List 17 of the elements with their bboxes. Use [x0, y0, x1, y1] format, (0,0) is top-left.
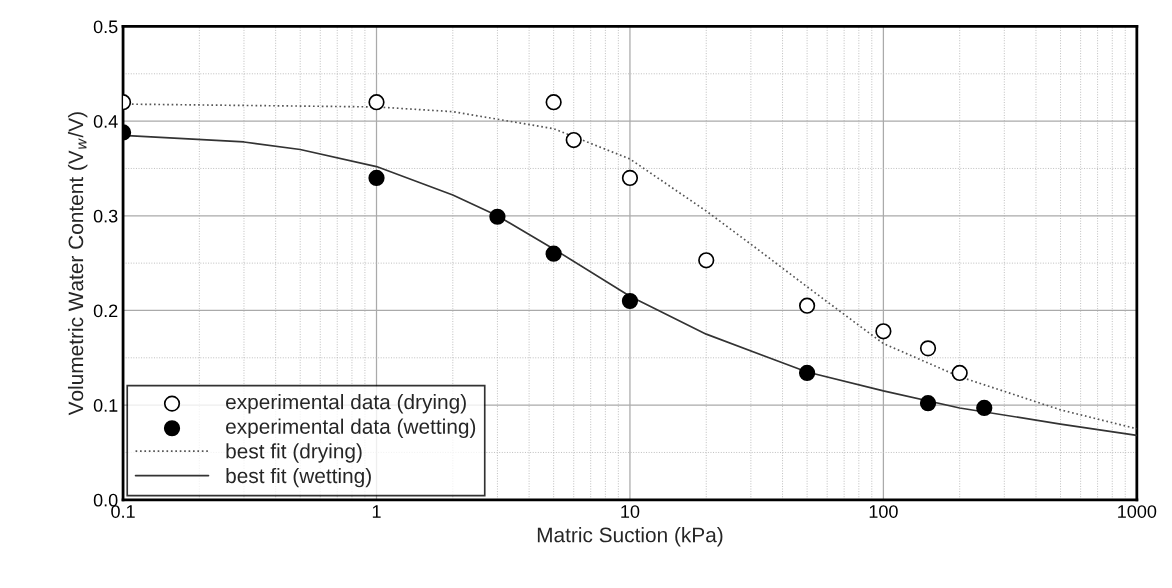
- legend-label: best fit (wetting): [226, 467, 371, 488]
- y-tick-label: 0.3: [93, 209, 118, 223]
- x-tick-label: 10: [621, 505, 640, 518]
- x-tick-label: 1: [372, 505, 381, 518]
- legend-label: experimental data (drying): [226, 393, 466, 414]
- legend-label: best fit (drying): [226, 443, 362, 463]
- y-tick-label: 0.4: [93, 115, 118, 128]
- y-tick-label: 0.1: [93, 399, 118, 412]
- x-tick-label: 0.1: [111, 505, 135, 518]
- y-tick-label: 0.5: [93, 20, 118, 34]
- x-axis-title: Matric Suction (kPa): [537, 527, 723, 547]
- x-tick-label: 1000: [1118, 505, 1157, 518]
- legend-label: experimental data (wetting): [226, 418, 476, 439]
- y-tick-label: 0.0: [93, 493, 118, 507]
- x-tick-label: 100: [869, 505, 898, 518]
- y-axis-title: Volumetric Water Content (V$_{w}$/V): [67, 112, 88, 416]
- y-tick-label: 0.2: [93, 304, 118, 318]
